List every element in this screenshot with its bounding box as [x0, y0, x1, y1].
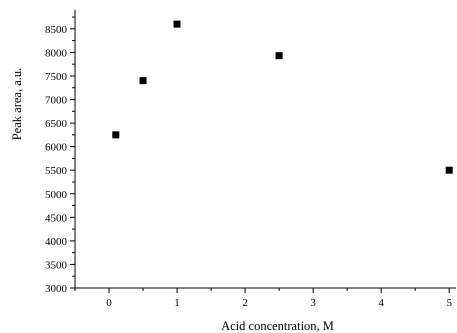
y-tick-label: 5500	[45, 165, 68, 177]
data-point	[139, 77, 147, 85]
y-tick-label: 8500	[45, 24, 68, 36]
x-axis-ticks: 0 1 2 3 4 5	[74, 288, 452, 309]
data-point	[173, 20, 181, 28]
x-tick-label: 5	[446, 297, 452, 309]
x-tick-label: 2	[242, 297, 248, 309]
data-point	[112, 131, 120, 139]
y-tick-label: 7500	[45, 71, 68, 83]
x-tick-label: 3	[310, 297, 316, 309]
y-tick-label: 8000	[45, 47, 68, 59]
y-axis-ticks: 3000 3500 4000 4500 5000 5500 6000 6500 7000 7500…	[45, 16, 75, 295]
x-tick-label: 0	[106, 297, 112, 309]
y-tick-label: 5000	[45, 189, 68, 201]
y-tick-label: 3500	[45, 259, 68, 271]
y-tick-label: 3000	[45, 283, 68, 295]
x-axis-title: Acid concentration, M	[221, 319, 334, 333]
data-point	[445, 166, 453, 174]
data-points	[112, 20, 453, 174]
y-tick-label: 7000	[45, 95, 68, 107]
x-tick-label: 1	[174, 297, 180, 309]
y-tick-label: 4000	[45, 236, 68, 248]
y-tick-label: 6500	[45, 118, 68, 130]
y-tick-label: 6000	[45, 142, 68, 154]
axes	[74, 10, 456, 289]
y-axis-title: Peak area, a.u.	[10, 68, 24, 141]
data-point	[275, 52, 283, 60]
y-tick-label: 4500	[45, 212, 68, 224]
x-tick-label: 4	[378, 297, 384, 309]
